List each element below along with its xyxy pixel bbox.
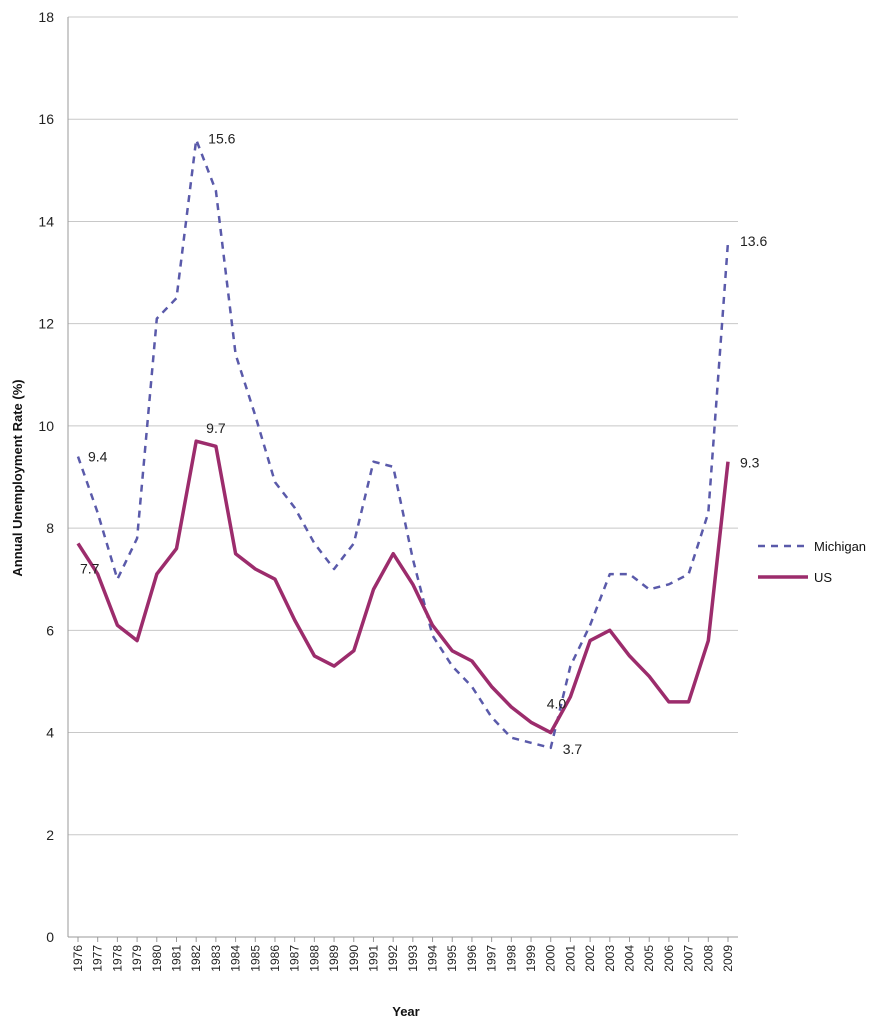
x-tick-label: 1979 — [130, 945, 144, 972]
y-tick-label: 14 — [38, 213, 54, 229]
x-tick-label: 2000 — [544, 945, 558, 972]
x-tick-label: 2006 — [662, 945, 676, 972]
y-tick-label: 8 — [46, 520, 54, 536]
data-label: 9.7 — [206, 420, 226, 436]
x-tick-label: 1977 — [91, 945, 105, 972]
x-tick-label: 1978 — [110, 945, 124, 972]
x-tick-label: 1996 — [465, 945, 479, 972]
x-tick-label: 2007 — [682, 945, 696, 972]
x-tick-label: 1976 — [71, 945, 85, 972]
x-tick-label: 1981 — [169, 945, 183, 972]
series-line-us — [76, 439, 730, 735]
y-axis-title: Annual Unemployment Rate (%) — [10, 379, 25, 576]
data-labels: 9.4 7.7 15.6 9.7 4.0 3.7 13.6 9.3 — [80, 131, 767, 757]
series-lines — [76, 138, 730, 750]
data-label: 3.7 — [563, 741, 583, 757]
x-axis-title: Year — [392, 1004, 419, 1019]
x-tick-label: 2003 — [603, 945, 617, 972]
x-tick-label: 2005 — [642, 945, 656, 972]
x-tick-label: 1991 — [366, 945, 380, 972]
x-tick-label: 1987 — [288, 945, 302, 972]
x-tick-label: 2004 — [623, 945, 637, 972]
y-tick-label: 18 — [38, 9, 54, 25]
x-tick-label: 1988 — [307, 945, 321, 972]
data-label: 4.0 — [547, 696, 567, 712]
data-label: 7.7 — [80, 560, 100, 576]
axes: 0 2 4 6 8 10 12 14 16 18 1976 1977 1978 1979 1980 1981 1… — [38, 9, 738, 972]
data-label: 13.6 — [740, 233, 767, 249]
legend: Michigan US — [758, 539, 866, 585]
x-tick-label: 1992 — [386, 945, 400, 972]
legend-label-us: US — [814, 570, 832, 585]
x-tick-label: 2009 — [721, 945, 735, 972]
gridlines — [68, 16, 738, 938]
x-tick-label: 1986 — [268, 945, 282, 972]
y-tick-label: 2 — [46, 827, 54, 843]
y-tick-label: 12 — [38, 316, 54, 332]
x-tick-label: 1990 — [347, 945, 361, 972]
x-tick-label: 1994 — [426, 945, 440, 972]
y-tick-label: 0 — [46, 929, 54, 945]
x-tick-label: 1998 — [504, 945, 518, 972]
x-tick-label: 1982 — [189, 945, 203, 972]
x-tick-label: 1993 — [406, 945, 420, 972]
data-label: 9.4 — [88, 449, 108, 465]
x-tick-label: 1995 — [445, 945, 459, 972]
x-tick-label: 2001 — [563, 945, 577, 972]
series-line-michigan — [76, 138, 730, 750]
data-label: 9.3 — [740, 455, 760, 471]
x-tick-label: 1989 — [327, 945, 341, 972]
y-tick-label: 4 — [46, 725, 54, 741]
x-tick-label: 2008 — [701, 945, 715, 972]
x-tick-label: 1999 — [524, 945, 538, 972]
y-tick-label: 10 — [38, 418, 54, 434]
y-tick-label: 16 — [38, 111, 54, 127]
legend-label-michigan: Michigan — [814, 539, 866, 554]
x-tick-label: 1984 — [229, 945, 243, 972]
x-tick-label: 1983 — [209, 945, 223, 972]
x-tick-label: 1997 — [485, 945, 499, 972]
x-tick-label: 2002 — [583, 945, 597, 972]
data-label: 15.6 — [208, 131, 235, 147]
x-tick-label: 1980 — [150, 945, 164, 972]
y-tick-label: 6 — [46, 622, 54, 638]
x-tick-label: 1985 — [248, 945, 262, 972]
